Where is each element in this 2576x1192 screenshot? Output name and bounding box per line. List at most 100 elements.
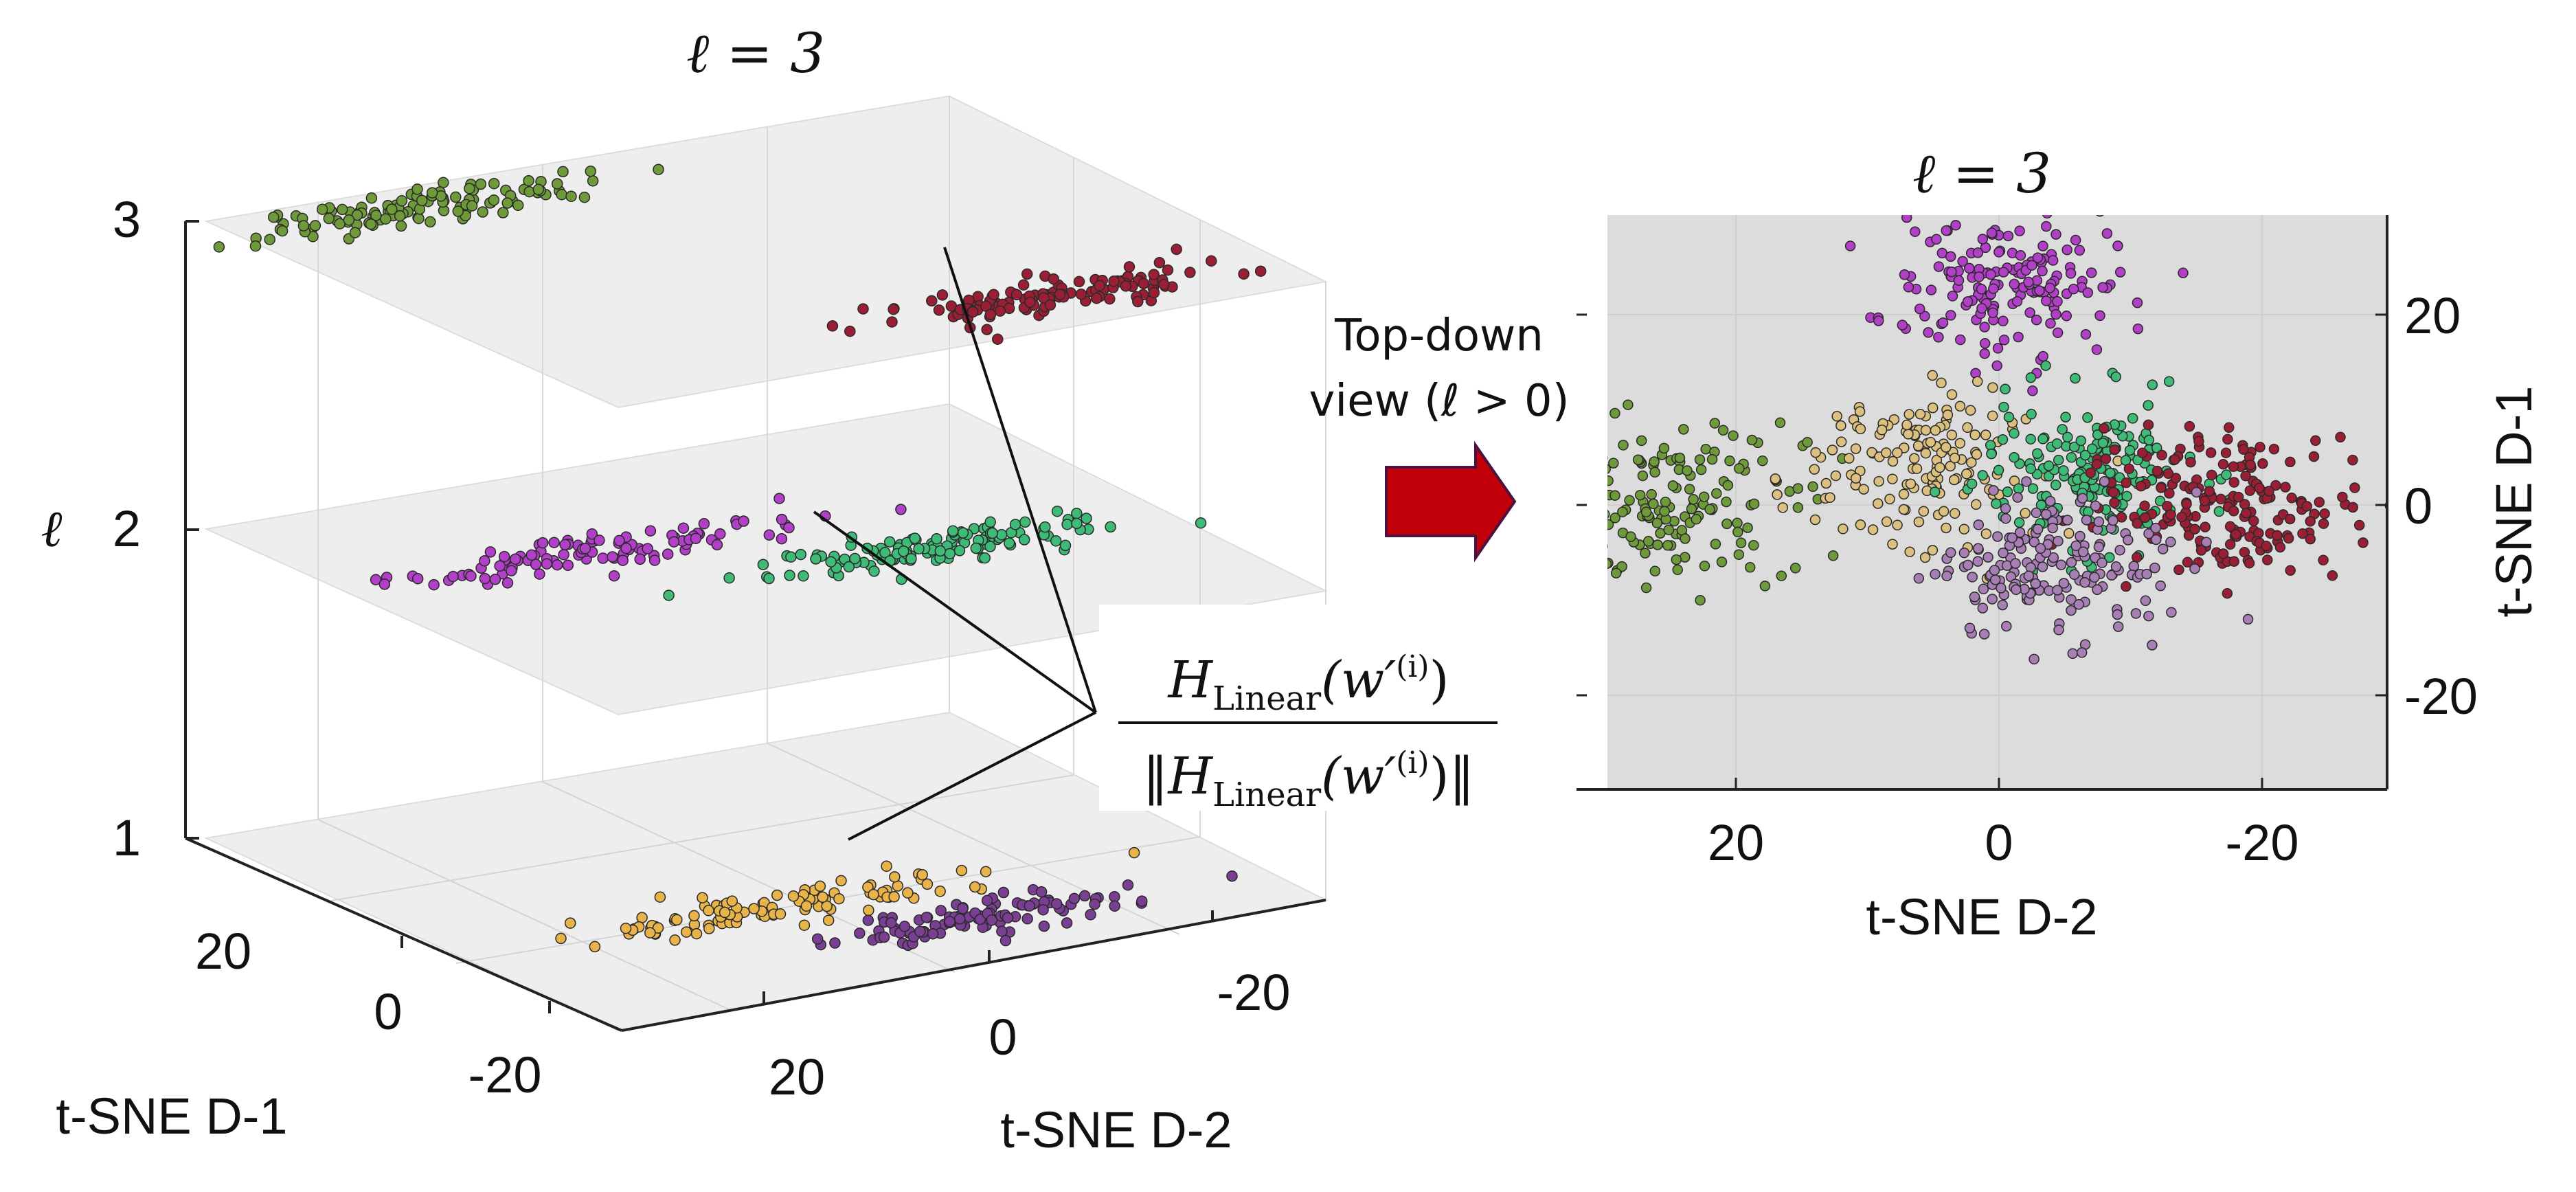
scatter-point-tan xyxy=(1892,519,1903,531)
scatter-point-dark-red xyxy=(2284,513,2296,525)
scatter-point-dark-red xyxy=(2139,512,2151,524)
scatter-point-mauve xyxy=(2067,648,2079,660)
right-x-tick-20: 20 xyxy=(1708,814,1764,871)
scatter-point-layer3-olive xyxy=(488,177,500,190)
scatter-point-layer1-gold xyxy=(934,886,946,897)
scatter-point-magenta xyxy=(1897,319,1908,330)
scatter-point-magenta xyxy=(2024,307,2035,318)
scatter-point-dark-red xyxy=(2314,497,2325,508)
scatter-point-mauve xyxy=(2093,516,2105,528)
scatter-point-tan xyxy=(1898,504,1910,515)
right-x-axis-label: t-SNE D-2 xyxy=(1866,888,2097,945)
scatter-point-dark-red xyxy=(2164,488,2175,499)
scatter-point-layer3-darkred xyxy=(926,295,938,307)
scatter-point-tan xyxy=(1941,442,1952,453)
scatter-point-olive xyxy=(1588,583,1598,592)
scatter-point-olive xyxy=(1607,519,1614,530)
scatter-point-layer2-magenta xyxy=(668,536,680,548)
scatter-point-tan xyxy=(1835,436,1847,447)
scatter-point-mauve xyxy=(1941,570,1952,582)
scatter-point-tan xyxy=(1855,423,1866,435)
scatter-point-mauve xyxy=(2093,541,2105,552)
scatter-point-layer3-darkred xyxy=(936,289,949,301)
scatter-point-mauve xyxy=(2112,609,2123,620)
scatter-point-dark-red xyxy=(2195,545,2207,556)
scatter-point-magenta xyxy=(2013,331,2024,343)
scatter-point-layer2-magenta xyxy=(494,560,506,572)
scatter-point-olive xyxy=(1544,453,1553,462)
scatter-point-olive xyxy=(1691,514,1702,525)
scatter-point-mauve xyxy=(2000,513,2011,524)
scatter-point-olive xyxy=(1680,533,1691,544)
scatter-point-layer3-olive xyxy=(309,220,321,232)
scatter-point-magenta xyxy=(2031,314,2042,326)
scatter-point-green xyxy=(2040,360,2051,371)
scatter-point-olive xyxy=(1636,435,1647,447)
scatter-point-tan xyxy=(1892,447,1903,458)
scatter-point-layer2-green xyxy=(1050,535,1062,547)
scatter-point-green xyxy=(2066,452,2077,463)
scatter-point-green xyxy=(2009,451,2020,463)
scatter-point-magenta xyxy=(1976,303,1987,314)
d2-tick-0: 0 xyxy=(988,1009,1017,1066)
scatter-point-tan xyxy=(1949,508,1961,519)
scatter-point-layer1-purple xyxy=(1109,890,1120,903)
scatter-point-tan xyxy=(1971,449,1982,460)
scatter-point-layer1-purple xyxy=(829,937,841,949)
scatter-point-olive xyxy=(1742,522,1753,533)
scatter-point-dark-red xyxy=(2318,554,2329,566)
scatter-point-layer3-darkred xyxy=(1075,289,1087,300)
scatter-point-olive xyxy=(1574,472,1584,482)
scatter-point-dark-red xyxy=(2108,486,2119,498)
z-tick-3: 3 xyxy=(113,191,141,248)
scatter-point-dark-red xyxy=(2228,461,2239,472)
scatter-point-magenta xyxy=(1945,310,1956,321)
scatter-point-dark-red xyxy=(2204,486,2215,497)
scatter-point-magenta xyxy=(1977,234,1989,245)
scatter-point-layer3-darkred xyxy=(1132,295,1144,308)
scatter-point-magenta xyxy=(1993,247,2004,258)
scatter-point-layer3-olive xyxy=(323,212,335,225)
scatter-point-layer3-darkred xyxy=(1184,267,1196,278)
scatter-point-tan xyxy=(1958,524,1970,535)
scatter-point-dark-red xyxy=(2099,423,2110,434)
scatter-point-dark-red xyxy=(2406,545,2415,554)
scatter-point-layer1-purple xyxy=(974,913,986,925)
scatter-point-tan xyxy=(1876,425,1888,436)
scatter-point-layer2-green xyxy=(953,545,966,556)
scatter-point-mauve xyxy=(2001,620,2012,632)
scatter-point-dark-red xyxy=(2337,491,2348,503)
scatter-point-green xyxy=(1991,498,2002,509)
scatter-point-olive xyxy=(1568,579,1577,589)
scatter-point-layer2-magenta xyxy=(484,546,497,558)
scatter-point-magenta xyxy=(1974,271,1985,282)
scatter-point-mauve xyxy=(2053,625,2064,636)
scatter-point-olive xyxy=(1594,561,1604,571)
scatter-point-mauve xyxy=(2011,584,2022,596)
scatter-point-olive xyxy=(1648,498,1659,510)
scatter-point-olive xyxy=(1774,417,1786,429)
scatter-point-layer3-olive xyxy=(396,195,408,207)
scatter-point-layer1-gold xyxy=(814,880,826,892)
scatter-point-layer1-gold xyxy=(888,891,900,903)
scatter-point-layer1-gold xyxy=(817,891,828,903)
scatter-point-green xyxy=(2163,376,2175,387)
scatter-point-layer2-magenta xyxy=(509,553,521,565)
scatter-point-tan xyxy=(1855,519,1866,530)
scatter-point-magenta xyxy=(2050,308,2061,320)
scatter-point-magenta xyxy=(1998,335,2010,346)
scatter-point-mauve xyxy=(2191,486,2202,498)
scatter-point-mauve xyxy=(2061,515,2073,526)
scatter-point-olive xyxy=(1646,488,1657,500)
scatter-point-magenta xyxy=(2094,310,2105,322)
scatter-point-olive xyxy=(1721,496,1732,508)
scatter-point-layer1-purple xyxy=(1136,895,1148,907)
scatter-point-layer3-darkred xyxy=(844,325,856,337)
scatter-point-layer1-gold xyxy=(680,926,692,938)
scatter-point-layer3-darkred xyxy=(967,306,979,318)
scatter-point-layer3-olive xyxy=(213,241,225,253)
scatter-point-mauve xyxy=(2066,556,2077,568)
scatter-point-dark-red xyxy=(2123,463,2135,475)
scatter-point-layer3-olive xyxy=(452,205,464,217)
scatter-point-dark-red xyxy=(2254,482,2265,493)
